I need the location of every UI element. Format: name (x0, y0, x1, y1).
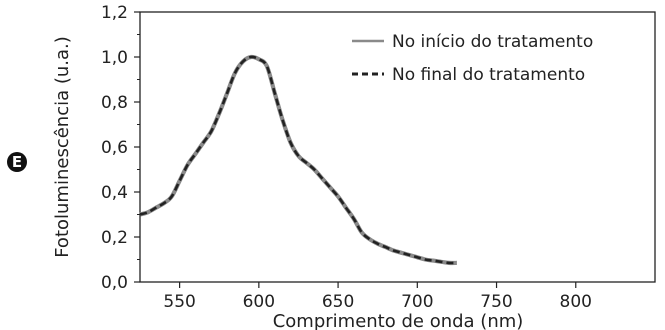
panel-label-text: E (12, 153, 22, 171)
x-tick-label: 800 (560, 292, 592, 312)
x-tick-label: 750 (480, 292, 512, 312)
y-axis-title: Fotoluminescência (u.a.) (52, 36, 73, 258)
plot-frame (139, 11, 656, 283)
x-axis-ticks: 550 600 650 700 750 800 (163, 282, 592, 312)
y-tick-label: 1,0 (101, 48, 128, 68)
y-tick-label: 0,8 (101, 93, 128, 113)
x-tick-label: 600 (243, 292, 275, 312)
panel-label-circle (7, 152, 27, 172)
x-axis-title: Comprimento de onda (nm) (273, 311, 524, 330)
y-tick-label: 0,6 (101, 138, 128, 158)
panel-label-badge: E (7, 152, 27, 172)
y-axis-ticks: 0,0 0,2 0,4 0,6 0,8 1,0 1,2 (101, 3, 140, 293)
y-tick-label: 0,0 (101, 273, 128, 293)
x-tick-label: 700 (401, 292, 433, 312)
series-line-1 (139, 54, 457, 266)
series-layer (139, 54, 457, 266)
legend-label: No início do tratamento (392, 32, 593, 52)
series-line-2 (139, 55, 457, 265)
y-tick-label: 0,2 (101, 228, 128, 248)
legend: No início do tratamento No final do trata… (352, 32, 593, 85)
y-tick-label: 1,2 (101, 3, 128, 23)
x-tick-label: 650 (322, 292, 354, 312)
legend-label: No final do tratamento (392, 65, 585, 85)
y-tick-label: 0,4 (101, 183, 128, 203)
x-tick-label: 550 (163, 292, 195, 312)
